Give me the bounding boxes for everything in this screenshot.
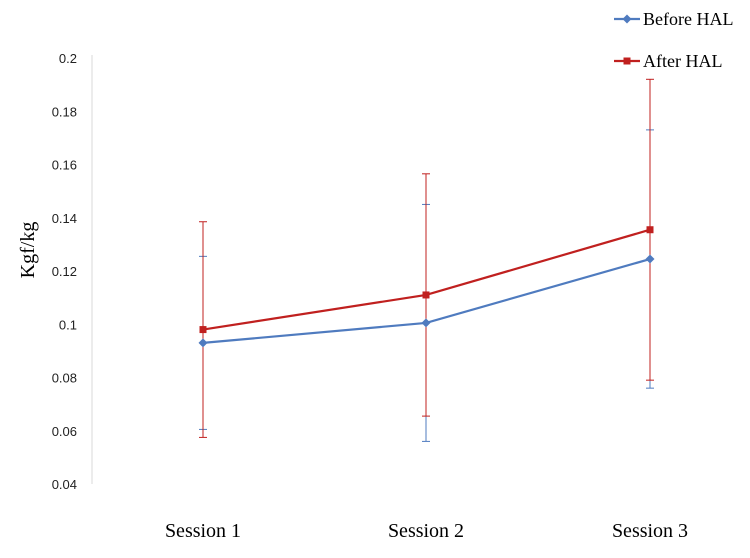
y-tick-label: 0.04 [52,477,77,492]
y-tick-label: 0.12 [52,264,77,279]
y-tick-labels: 0.04 0.06 0.08 0.1 0.12 0.14 0.16 0.18 0.2 [52,51,77,492]
legend-marker [622,14,632,24]
legend-label: Before HAL [643,9,733,29]
legend: Before HAL After HAL [614,9,733,71]
data-point [421,318,431,328]
y-tick-label: 0.18 [52,104,77,119]
x-category-labels: Session 1 Session 2 Session 3 [165,520,688,542]
x-category-label: Session 2 [388,520,464,542]
y-tick-label: 0.06 [52,424,77,439]
data-point [199,326,207,334]
x-category-label: Session 1 [165,520,241,542]
y-tick-label: 0.2 [59,51,77,66]
data-point [198,338,208,348]
series-markers [198,226,655,348]
legend-marker [623,57,631,65]
error-bars [199,78,654,442]
y-axis-title: Kgf/kg [17,222,39,279]
y-tick-label: 0.08 [52,371,77,386]
data-point [422,291,430,299]
y-tick-label: 0.14 [52,211,77,226]
y-tick-label: 0.16 [52,158,77,173]
x-category-label: Session 3 [612,520,688,542]
legend-label: After HAL [643,51,722,71]
data-point [646,226,654,234]
y-tick-label: 0.1 [59,317,77,332]
data-point [645,254,655,264]
